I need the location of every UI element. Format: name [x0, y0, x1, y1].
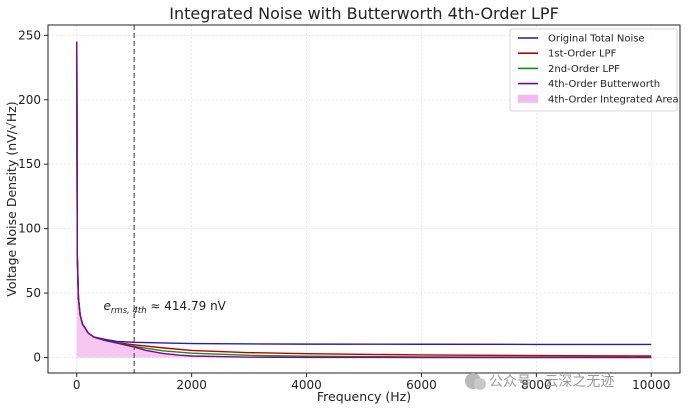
legend-entry: 4th-Order Butterworth: [548, 79, 660, 90]
rms-annotation-symbol: e: [103, 299, 110, 313]
legend-entry: Original Total Noise: [548, 34, 645, 45]
y-axis-label: Voltage Noise Density (nV/√Hz): [4, 101, 19, 296]
axis-ticks: 0 2000 4000 6000 8000 10000 0 50 100 150 200 250: [18, 28, 670, 392]
y-tick-label: 100: [18, 222, 41, 236]
x-tick-label: 10000: [632, 378, 670, 392]
rms-annotation-subscript: rms, 4th: [111, 306, 147, 316]
y-tick-label: 200: [18, 93, 41, 107]
x-tick-label: 4000: [291, 378, 322, 392]
watermark: 公众号 · 云深之无迹: [465, 373, 614, 390]
y-tick-label: 50: [26, 286, 41, 300]
legend-entry: 2nd-Order LPF: [548, 64, 620, 75]
y-tick-label: 250: [18, 28, 41, 42]
x-tick-label: 0: [73, 378, 81, 392]
y-tick-label: 150: [18, 157, 41, 171]
x-tick-label: 8000: [521, 378, 552, 392]
x-tick-label: 6000: [406, 378, 437, 392]
x-axis-label: Frequency (Hz): [317, 389, 411, 404]
plot-frame: [47, 24, 681, 374]
rms-annotation-value: ≈ 414.79 nV: [147, 299, 227, 313]
chart-title: Integrated Noise with Butterworth 4th-Or…: [169, 4, 559, 23]
x-tick-label: 2000: [176, 378, 207, 392]
legend: Original Total Noise 1st-Order LPF 2nd-Ord…: [509, 28, 679, 112]
watermark-text: 公众号 · 云深之无迹: [489, 374, 614, 390]
legend-entry: 1st-Order LPF: [548, 49, 617, 60]
rms-annotation: erms, 4th ≈ 414.79 nV: [103, 299, 226, 316]
y-tick-label: 0: [33, 351, 41, 365]
legend-swatch-area: [518, 94, 538, 103]
legend-box: [509, 28, 678, 112]
legend-entry: 4th-Order Integrated Area: [548, 94, 679, 105]
